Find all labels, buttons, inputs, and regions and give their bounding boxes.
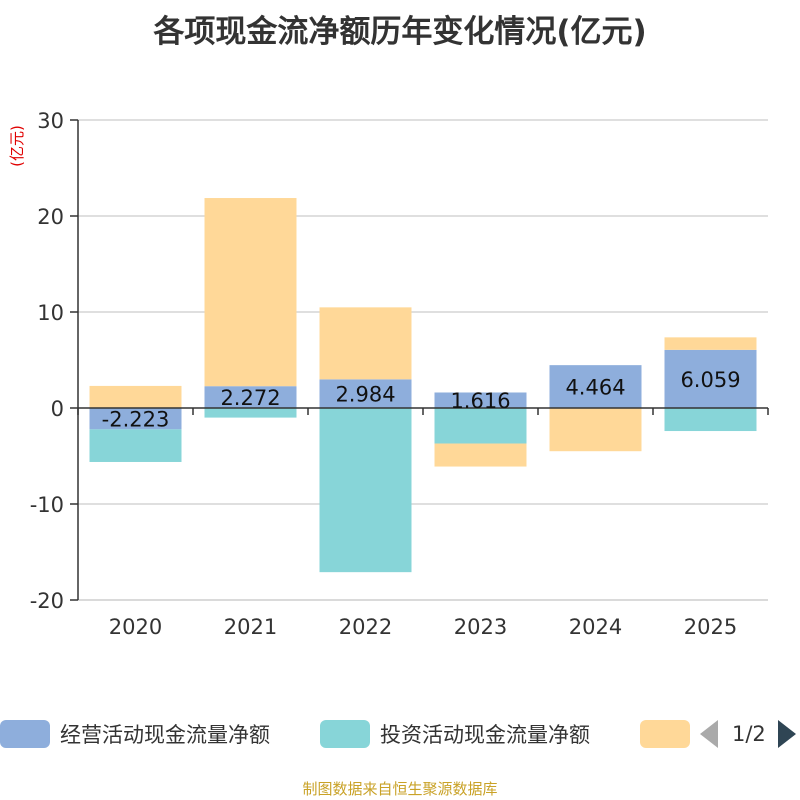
legend-item-operating[interactable]: 经营活动现金流量净额 bbox=[0, 716, 270, 752]
data-label-2024: 4.464 bbox=[565, 376, 625, 400]
legend: 经营活动现金流量净额 投资活动现金流量净额 1/2 bbox=[0, 716, 800, 752]
bar-2024-series-0 bbox=[549, 365, 642, 408]
bar-2023-series-1 bbox=[434, 408, 527, 444]
legend-next-icon[interactable] bbox=[777, 720, 796, 748]
x-tick-label-2022: 2022 bbox=[339, 615, 392, 639]
bar-2020-series-0 bbox=[89, 408, 182, 430]
x-tick-label-2023: 2023 bbox=[454, 615, 507, 639]
y-tick-label: 20 bbox=[37, 205, 64, 229]
grid-layer bbox=[78, 119, 768, 601]
chart-canvas: -20 -10 0 10 20 30 (亿元) -2.223 2020 2.272 2021 2.98… bbox=[8, 109, 769, 639]
legend-label-operating: 经营活动现金流量净额 bbox=[60, 723, 270, 747]
y-tick-label: 30 bbox=[37, 109, 64, 133]
bar-2024-series-2 bbox=[549, 408, 642, 452]
y-axis-unit-label: (亿元) bbox=[8, 125, 26, 167]
bar-2022-series-2 bbox=[319, 307, 412, 380]
bar-2020-series-1 bbox=[89, 429, 182, 462]
data-label-2020: -2.223 bbox=[102, 408, 170, 432]
bar-2025-series-2 bbox=[664, 337, 757, 350]
x-tick-label-2020: 2020 bbox=[109, 615, 162, 639]
data-label-2025: 6.059 bbox=[680, 368, 740, 392]
data-label-2022: 2.984 bbox=[335, 383, 395, 407]
bar-2022-series-0 bbox=[319, 379, 412, 408]
y-tick-label: 0 bbox=[51, 397, 64, 421]
legend-swatch-investing bbox=[320, 720, 370, 748]
bar-2023-series-2 bbox=[434, 443, 527, 467]
bar-2022-series-1 bbox=[319, 408, 412, 573]
y-tick-label: -20 bbox=[30, 589, 64, 613]
bar-2025-series-1 bbox=[664, 408, 757, 432]
legend-swatch-financing bbox=[640, 720, 690, 748]
data-label-2023: 1.616 bbox=[450, 389, 510, 413]
source-note: 制图数据来自恒生聚源数据库 bbox=[302, 780, 498, 798]
x-tick-label-2024: 2024 bbox=[569, 615, 622, 639]
bar-layer bbox=[89, 198, 757, 573]
legend-item-investing[interactable]: 投资活动现金流量净额 bbox=[320, 716, 590, 752]
legend-item-financing[interactable] bbox=[640, 716, 700, 752]
legend-pager: 1/2 bbox=[700, 716, 796, 752]
bar-2025-series-0 bbox=[664, 349, 757, 408]
data-label-2021: 2.272 bbox=[220, 386, 280, 410]
bar-2020-series-2 bbox=[89, 385, 182, 408]
bar-2021-series-2 bbox=[204, 198, 297, 387]
legend-prev-icon[interactable] bbox=[700, 720, 718, 748]
legend-swatch-operating bbox=[0, 720, 50, 748]
bar-2023-series-0 bbox=[434, 392, 527, 408]
legend-page-indicator: 1/2 bbox=[732, 722, 766, 746]
y-tick-label: -10 bbox=[30, 493, 64, 517]
y-tick-label: 10 bbox=[37, 301, 64, 325]
label-layer: -20 -10 0 10 20 30 (亿元) -2.223 2020 2.272 2021 2.98… bbox=[8, 109, 741, 639]
chart-title: 各项现金流净额历年变化情况(亿元) bbox=[153, 14, 647, 50]
x-tick-label-2025: 2025 bbox=[684, 615, 737, 639]
axis-layer bbox=[70, 119, 769, 601]
bar-2021-series-1 bbox=[204, 408, 297, 418]
bar-2021-series-0 bbox=[204, 386, 297, 408]
legend-label-investing: 投资活动现金流量净额 bbox=[380, 723, 590, 747]
x-tick-label-2021: 2021 bbox=[224, 615, 277, 639]
